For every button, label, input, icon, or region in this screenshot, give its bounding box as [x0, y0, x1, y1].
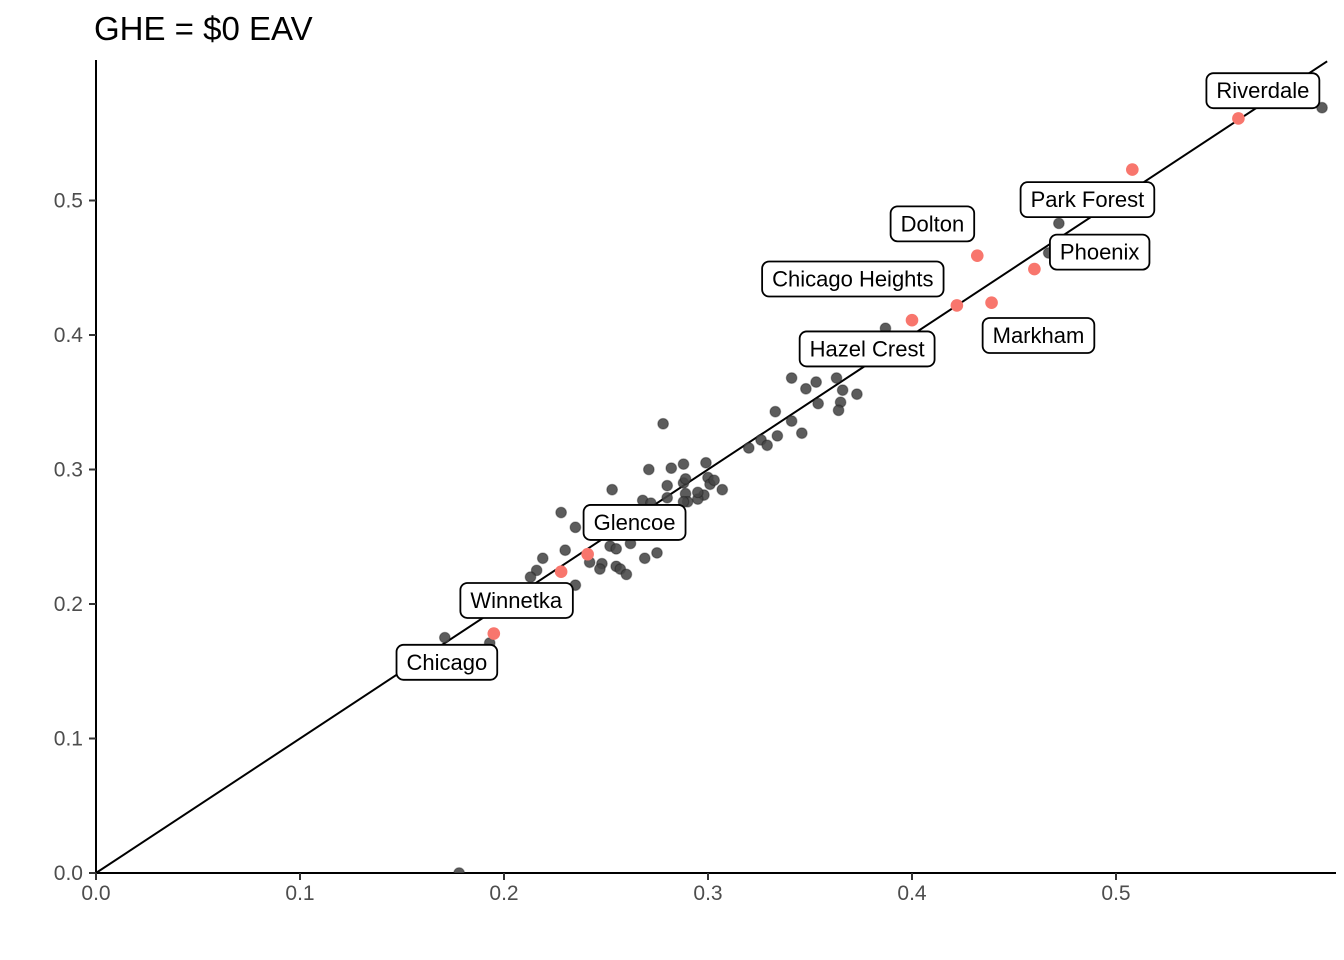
data-point	[742, 442, 755, 454]
label-text: Dolton	[901, 211, 965, 236]
data-point	[569, 521, 582, 534]
data-point	[524, 571, 537, 583]
label-phoenix: Phoenix	[1049, 233, 1151, 271]
data-point	[679, 473, 692, 485]
data-point	[657, 417, 670, 430]
data-point	[661, 479, 674, 492]
data-point	[665, 462, 678, 475]
y-tick-label: 0.0	[54, 862, 83, 885]
data-point	[691, 486, 704, 499]
data-point	[785, 372, 798, 384]
y-tick-label: 0.3	[54, 459, 83, 482]
label-box	[889, 205, 976, 243]
data-point	[700, 456, 712, 469]
data-point	[785, 415, 798, 427]
label-hazel-crest: Hazel Crest	[798, 330, 936, 368]
data-point	[795, 427, 808, 440]
x-tick-label: 0.4	[897, 882, 927, 905]
label-text: Winnetka	[470, 588, 562, 613]
label-box	[395, 643, 499, 681]
label-text: Chicago Heights	[772, 267, 933, 292]
x-tick-label: 0.5	[1101, 882, 1130, 905]
data-point	[610, 542, 623, 555]
data-point	[810, 376, 823, 388]
label-text: Markham	[993, 323, 1085, 348]
x-tick-label: 0.0	[81, 882, 110, 905]
y-tick-label: 0.1	[54, 728, 83, 751]
label-dolton: Dolton	[889, 205, 976, 243]
label-riverdale: Riverdale	[1205, 72, 1321, 110]
data-point	[716, 483, 729, 496]
data-point	[642, 463, 655, 476]
chart-title: GHE = $0 EAV	[94, 10, 313, 47]
data-point	[677, 458, 690, 471]
label-chicago: Chicago	[395, 643, 499, 681]
x-tick-label: 0.3	[693, 882, 722, 905]
data-point	[761, 439, 774, 452]
label-markham: Markham	[981, 317, 1096, 354]
data-point	[661, 491, 674, 504]
x-tick-label: 0.2	[489, 882, 518, 905]
label-text: Chicago	[407, 650, 488, 675]
highlighted-point-chicago	[487, 627, 501, 640]
data-point	[836, 384, 849, 397]
data-point	[1052, 217, 1065, 230]
label-box	[981, 317, 1096, 354]
label-box	[582, 504, 687, 541]
label-box	[1019, 181, 1156, 219]
label-box	[798, 330, 936, 368]
highlighted-point-chicago-heights	[905, 313, 919, 327]
y-tick-label: 0.2	[54, 593, 83, 616]
data-point	[708, 474, 721, 487]
label-winnetka: Winnetka	[459, 582, 574, 619]
data-point	[830, 372, 843, 384]
label-text: Hazel Crest	[810, 336, 925, 361]
label-text: Phoenix	[1060, 240, 1140, 265]
label-box	[459, 582, 574, 619]
label-park-forest: Park Forest	[1019, 181, 1156, 219]
highlighted-point-phoenix	[1028, 262, 1041, 276]
highlighted-point-hazel-crest	[950, 299, 964, 312]
data-point	[651, 546, 663, 559]
data-point	[606, 483, 619, 496]
highlighted-point-park-forest	[1126, 163, 1139, 176]
data-point	[800, 382, 812, 395]
data-point	[771, 429, 784, 442]
y-tick-label: 0.5	[54, 190, 83, 213]
data-point	[530, 564, 543, 577]
label-glencoe: Glencoe	[582, 504, 687, 541]
highlighted-point-dolton	[970, 249, 984, 262]
panel-content	[96, 60, 1328, 873]
data-point	[453, 867, 466, 873]
data-point	[559, 544, 572, 557]
data-point	[593, 563, 606, 575]
label-text: Glencoe	[594, 510, 676, 535]
label-text: Park Forest	[1031, 187, 1145, 212]
y-tick-label: 0.4	[54, 324, 84, 347]
label-box	[1205, 72, 1321, 110]
x-tick-label: 0.1	[285, 882, 314, 905]
label-chicago-heights: Chicago Heights	[761, 260, 945, 298]
data-point	[620, 568, 633, 581]
label-text: Riverdale	[1216, 78, 1309, 103]
highlighted-point-riverdale	[1232, 112, 1245, 125]
label-box	[761, 260, 945, 298]
data-point	[555, 506, 568, 519]
data-point	[812, 397, 825, 410]
highlighted-point-winnetka	[554, 565, 568, 579]
highlighted-point-markham	[985, 296, 998, 310]
data-point	[536, 552, 549, 565]
data-point	[832, 404, 845, 417]
highlighted-point-glencoe	[581, 547, 594, 561]
data-point	[638, 552, 651, 565]
label-box	[1049, 233, 1151, 271]
data-point	[438, 631, 451, 644]
data-point	[769, 405, 782, 418]
data-point	[851, 388, 863, 401]
